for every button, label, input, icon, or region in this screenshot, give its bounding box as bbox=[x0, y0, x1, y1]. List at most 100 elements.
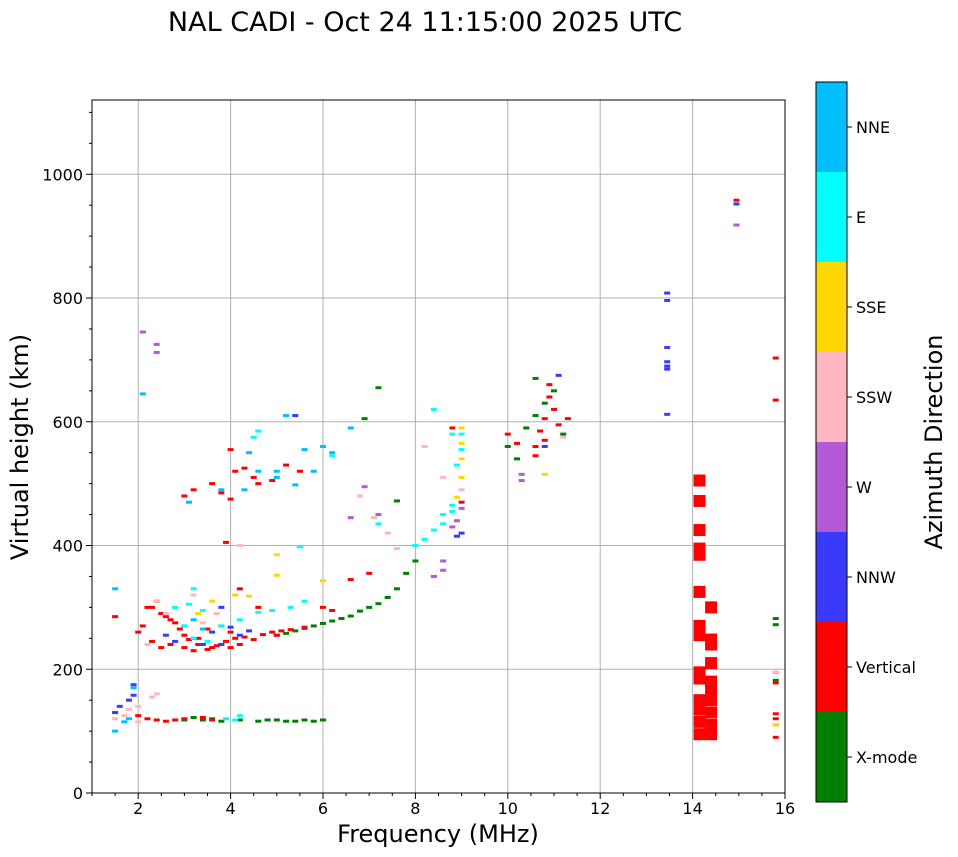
data-point-vertical bbox=[278, 629, 285, 633]
data-point-x-mode bbox=[412, 559, 419, 563]
data-point-sse bbox=[320, 579, 326, 583]
data-point-sse bbox=[458, 457, 465, 461]
data-point-vertical bbox=[537, 429, 544, 433]
data-point-w bbox=[440, 568, 447, 572]
data-point-w bbox=[518, 472, 525, 476]
data-point-vertical bbox=[541, 417, 548, 421]
data-point-ssw bbox=[199, 621, 206, 625]
data-point-vertical bbox=[222, 639, 229, 643]
data-point-e bbox=[218, 624, 225, 628]
data-point-nne bbox=[320, 445, 326, 448]
data-point-vertical bbox=[693, 629, 706, 642]
colorbar-segment bbox=[816, 622, 847, 712]
data-point-nnw bbox=[112, 711, 119, 715]
data-point-e bbox=[236, 714, 243, 718]
x-tick-label: 10 bbox=[498, 799, 518, 818]
data-point-w bbox=[153, 350, 160, 354]
y-tick-label: 1000 bbox=[42, 165, 83, 184]
colorbar: X-mode Vertical NNW W SSW SSE E NNE bbox=[815, 81, 917, 803]
x-tick-label: 14 bbox=[682, 799, 702, 818]
data-point-vertical bbox=[705, 657, 718, 670]
data-point-vertical bbox=[551, 407, 557, 411]
data-point-vertical bbox=[772, 398, 779, 402]
data-point-nne bbox=[190, 618, 197, 622]
data-point-sse bbox=[209, 599, 216, 603]
data-point-vertical bbox=[135, 630, 142, 634]
data-point-vertical bbox=[301, 625, 308, 629]
x-tick-label: 2 bbox=[133, 799, 143, 818]
data-point-x-mode bbox=[375, 386, 382, 390]
data-point-ssw bbox=[112, 717, 119, 721]
data-point-e bbox=[186, 602, 193, 606]
data-point-e bbox=[421, 537, 428, 541]
data-point-ssw bbox=[149, 695, 156, 699]
y-tick-label: 0 bbox=[73, 784, 83, 803]
data-point-ssw bbox=[384, 531, 391, 535]
data-point-vertical bbox=[158, 612, 165, 616]
data-point-e bbox=[458, 432, 465, 436]
data-point-sse bbox=[541, 472, 548, 476]
data-point-x-mode bbox=[347, 614, 354, 618]
data-point-vertical bbox=[772, 735, 779, 739]
data-point-x-mode bbox=[310, 624, 317, 628]
data-point-e bbox=[190, 587, 197, 591]
colorbar-segment bbox=[816, 442, 847, 532]
data-point-e bbox=[287, 605, 294, 609]
data-point-vertical bbox=[144, 605, 151, 609]
data-point-vertical bbox=[283, 463, 290, 467]
data-point-ssw bbox=[162, 612, 169, 616]
data-point-nnw bbox=[555, 373, 562, 377]
data-point-vertical bbox=[135, 714, 142, 718]
chart-title: NAL CADI - Oct 24 11:15:00 2025 UTC bbox=[168, 7, 682, 38]
data-point-e bbox=[453, 463, 460, 467]
data-point-vertical bbox=[255, 482, 262, 486]
x-tick-label: 4 bbox=[226, 799, 236, 818]
data-point-ssw bbox=[135, 704, 142, 708]
data-point-e bbox=[440, 513, 447, 517]
data-point-vertical bbox=[181, 633, 188, 637]
data-point-vertical bbox=[693, 619, 706, 632]
data-point-nnw bbox=[116, 704, 123, 708]
data-point-vertical bbox=[449, 426, 456, 430]
data-point-nnw bbox=[664, 291, 671, 295]
data-point-vertical bbox=[181, 494, 188, 498]
data-point-vertical bbox=[139, 624, 146, 628]
data-point-x-mode bbox=[301, 718, 308, 722]
data-point-vertical bbox=[772, 717, 779, 721]
data-point-w bbox=[453, 519, 460, 523]
data-point-ssw bbox=[153, 692, 160, 696]
data-point-w bbox=[361, 485, 368, 489]
data-point-vertical bbox=[172, 621, 179, 625]
data-point-nnw bbox=[458, 531, 465, 535]
data-point-nne bbox=[273, 475, 280, 479]
data-point-vertical bbox=[144, 717, 151, 721]
data-point-nne bbox=[301, 448, 308, 452]
data-point-x-mode bbox=[329, 619, 336, 623]
data-point-ssw bbox=[421, 445, 428, 448]
colorbar-category-label: X-mode bbox=[856, 748, 917, 767]
data-point-nne bbox=[218, 488, 225, 492]
data-point-vertical bbox=[705, 728, 718, 741]
data-point-vertical bbox=[222, 540, 229, 544]
data-point-vertical bbox=[199, 716, 206, 720]
data-point-sse bbox=[458, 426, 465, 430]
data-point-vertical bbox=[204, 627, 211, 631]
data-point-vertical bbox=[705, 684, 718, 697]
data-point-sse bbox=[232, 593, 239, 597]
data-point-vertical bbox=[232, 636, 239, 640]
x-tick-label: 8 bbox=[410, 799, 420, 818]
data-point-nne bbox=[130, 686, 137, 690]
data-point-vertical bbox=[733, 198, 740, 202]
data-point-x-mode bbox=[292, 629, 299, 633]
data-point-x-mode bbox=[504, 445, 511, 448]
data-point-x-mode bbox=[264, 718, 271, 722]
data-point-e bbox=[172, 605, 179, 609]
data-point-x-mode bbox=[560, 432, 567, 436]
data-point-e bbox=[449, 432, 456, 436]
data-point-vertical bbox=[546, 395, 553, 399]
data-point-ssw bbox=[144, 643, 151, 646]
data-points bbox=[112, 198, 779, 741]
data-point-vertical bbox=[186, 638, 193, 642]
data-point-vertical bbox=[190, 649, 197, 653]
data-point-ssw bbox=[135, 720, 142, 724]
